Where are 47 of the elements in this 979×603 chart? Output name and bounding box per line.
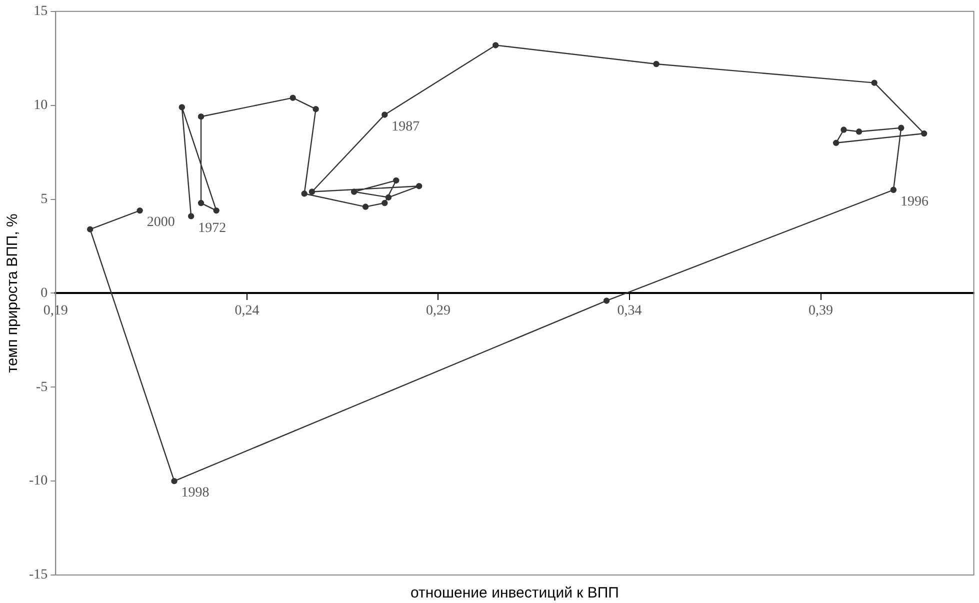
point (308, 188, 316, 195)
x-tick-label: 0,29 (426, 303, 450, 318)
point (290, 94, 296, 101)
x-tick-label: 0,39 (808, 303, 834, 318)
point (382, 200, 388, 206)
annotation: 2000 (146, 215, 175, 230)
y-tick-label: 15 (34, 4, 48, 20)
point (350, 188, 358, 195)
point (385, 194, 392, 200)
point (198, 200, 204, 206)
point (832, 140, 840, 146)
y-axis-title: темп прироста ВПП, % (4, 214, 22, 373)
annotation: 1972 (198, 220, 226, 236)
point (856, 128, 862, 135)
point (653, 60, 660, 68)
point (171, 478, 178, 484)
point (213, 207, 220, 214)
point (890, 186, 897, 193)
y-tick-label: -15 (28, 568, 48, 583)
point (362, 204, 369, 210)
point (198, 114, 204, 120)
point (871, 80, 878, 86)
point (136, 207, 143, 214)
x-axis-title: отношение инвестиций к ВПП (410, 584, 619, 602)
y-tick-label: 5 (40, 192, 48, 207)
point (382, 112, 388, 118)
y-tick-label: -10 (28, 474, 48, 489)
point (840, 126, 847, 133)
annotation: 1987 (392, 119, 420, 134)
point (86, 226, 94, 232)
point (492, 42, 499, 48)
y-tick-label: 0 (40, 286, 48, 301)
point (188, 213, 194, 220)
point (416, 183, 422, 190)
x-tick-label: 0,34 (617, 303, 642, 318)
annotation: 1996 (900, 194, 928, 210)
x-tick-label: 0,24 (234, 303, 260, 318)
annotation: 1998 (181, 486, 210, 501)
point (920, 130, 928, 137)
point (603, 298, 610, 304)
y-tick-label: -5 (36, 380, 48, 395)
point (178, 104, 186, 110)
point (393, 177, 400, 184)
point (898, 124, 904, 131)
y-tick-label: 10 (34, 98, 48, 114)
point (301, 190, 308, 197)
point (312, 106, 319, 112)
